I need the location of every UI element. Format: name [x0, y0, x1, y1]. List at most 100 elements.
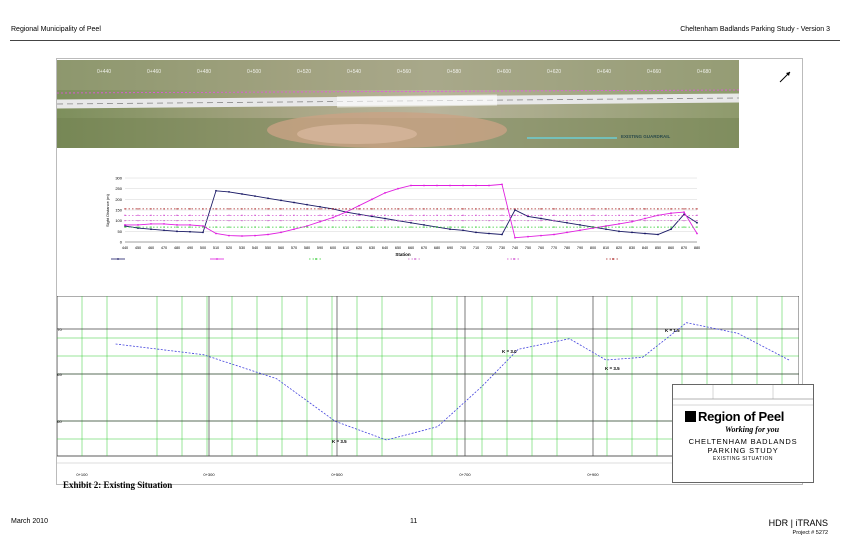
sight-point	[228, 234, 230, 237]
sight-point	[449, 228, 451, 231]
sight-x-tick: 800	[590, 246, 596, 250]
sight-point	[280, 199, 282, 202]
sight-point	[423, 208, 425, 210]
sight-point	[631, 220, 633, 223]
svg-text:0+620: 0+620	[547, 69, 561, 75]
sight-point	[436, 214, 438, 217]
sight-point	[215, 232, 217, 235]
sight-x-tick: 510	[213, 246, 219, 250]
sight-point	[202, 208, 204, 210]
sight-point	[254, 195, 256, 198]
logo-text: Region of Peel	[698, 409, 785, 424]
sight-x-tick: 650	[395, 246, 401, 250]
sight-point	[202, 231, 204, 234]
sight-point	[501, 208, 503, 210]
sight-point	[280, 219, 282, 222]
logo-tagline: Working for you	[725, 425, 780, 434]
sight-point	[254, 219, 256, 222]
sight-point	[137, 219, 139, 222]
sight-point	[449, 226, 451, 228]
sight-point	[241, 235, 243, 237]
sight-point	[644, 217, 646, 220]
sight-point	[501, 183, 503, 186]
sight-x-tick: 690	[447, 246, 453, 250]
sight-point	[475, 208, 477, 210]
sight-point	[514, 226, 516, 228]
sight-x-tick: 680	[434, 246, 440, 250]
sight-y-tick: 200	[115, 197, 122, 202]
sight-point	[657, 226, 659, 228]
sight-point	[332, 214, 334, 217]
sight-point	[319, 226, 321, 228]
sight-x-tick: 590	[317, 246, 323, 250]
sight-x-tick: 730	[499, 246, 505, 250]
svg-text:0+440: 0+440	[97, 69, 111, 75]
sight-point	[345, 211, 347, 214]
sight-point	[553, 214, 555, 217]
profile-y-tick: 270	[57, 327, 62, 332]
sight-x-tick: 490	[187, 246, 193, 250]
svg-text:0+600: 0+600	[497, 69, 511, 75]
sight-point	[540, 226, 542, 228]
sight-point	[488, 232, 490, 235]
sight-point	[436, 219, 438, 222]
sight-point	[150, 208, 152, 210]
sight-point	[657, 233, 659, 236]
sight-point	[696, 208, 698, 210]
sight-point	[150, 228, 152, 231]
sight-legend-marker	[513, 258, 515, 260]
sight-point	[254, 208, 256, 210]
sight-point	[592, 226, 594, 228]
sight-point	[137, 208, 139, 210]
sight-point	[384, 208, 386, 210]
sight-point	[150, 226, 152, 228]
sight-x-tick: 660	[408, 246, 414, 250]
title-block-grid	[673, 385, 813, 406]
sight-point	[670, 219, 672, 222]
sight-point	[397, 226, 399, 228]
sight-point	[566, 231, 568, 234]
sight-point	[319, 214, 321, 217]
svg-text:0+640: 0+640	[597, 69, 611, 75]
sight-point	[592, 227, 594, 230]
sight-point	[137, 226, 139, 228]
sight-legend-marker	[612, 258, 614, 260]
sight-point	[332, 208, 334, 210]
sight-point	[293, 219, 295, 222]
sight-point	[423, 226, 425, 228]
sight-point	[488, 219, 490, 222]
sight-point	[150, 219, 152, 222]
sight-point	[241, 193, 243, 195]
sight-x-tick: 710	[473, 246, 479, 250]
sight-point	[371, 226, 373, 228]
sight-point	[124, 214, 126, 217]
sight-point	[124, 219, 126, 222]
sight-point	[358, 226, 360, 228]
sight-point	[306, 226, 308, 228]
sight-point	[306, 225, 308, 227]
sight-x-tick: 480	[174, 246, 180, 250]
sight-point	[696, 214, 698, 217]
sight-y-tick: 150	[115, 208, 122, 213]
sight-point	[176, 230, 178, 233]
sight-point	[605, 226, 607, 228]
sight-point	[267, 208, 269, 210]
sight-point	[397, 187, 399, 190]
sight-y-axis-label: Sight Distance (m)	[105, 193, 110, 227]
sight-point	[293, 228, 295, 231]
sight-point	[501, 226, 503, 228]
sight-point	[475, 226, 477, 228]
sight-point	[618, 214, 620, 217]
sight-x-tick: 450	[135, 246, 141, 250]
sight-y-tick: 250	[115, 186, 122, 191]
sight-point	[267, 214, 269, 217]
sight-point	[462, 229, 464, 232]
sight-point	[228, 190, 230, 193]
sight-point	[267, 197, 269, 200]
sight-point	[384, 217, 386, 220]
sight-point	[566, 219, 568, 222]
sight-point	[215, 226, 217, 228]
sight-point	[189, 219, 191, 222]
sight-y-tick: 50	[118, 229, 123, 234]
header-rule	[10, 40, 840, 41]
